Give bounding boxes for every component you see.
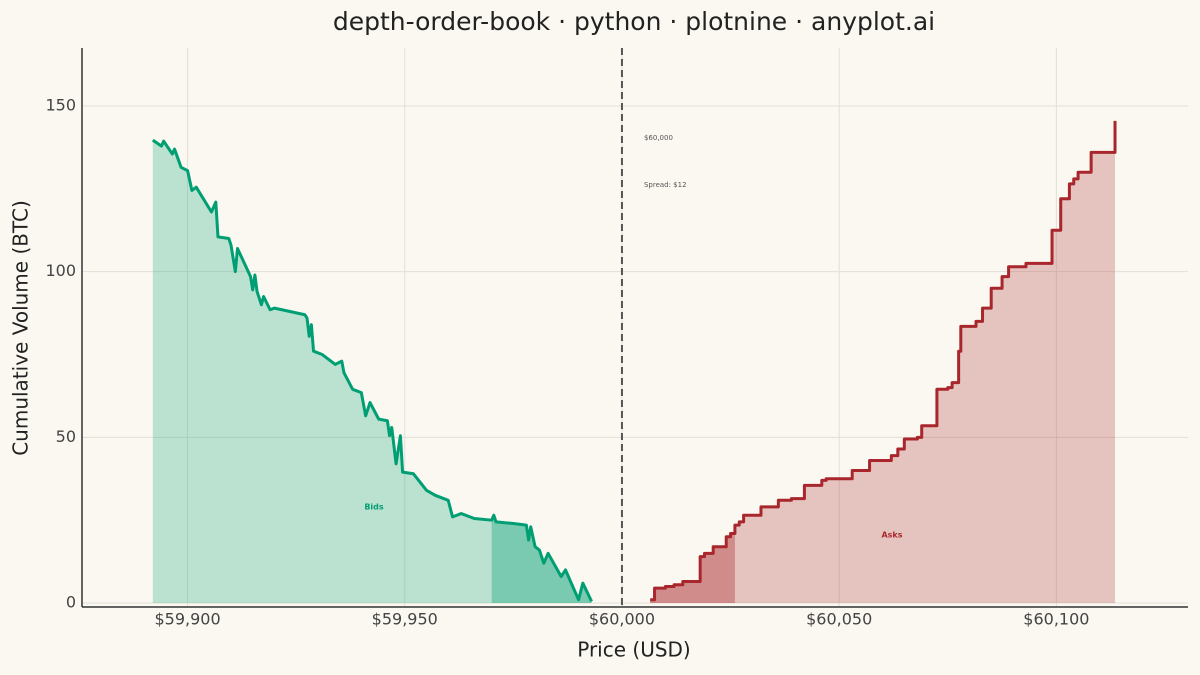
- depth-line: [151, 138, 593, 603]
- x-axis-label: Price (USD): [577, 638, 691, 662]
- y-tick-label: 0: [66, 593, 76, 612]
- x-tick-label: $60,050: [806, 610, 872, 629]
- x-tick-label: $60,000: [589, 610, 655, 629]
- x-tick-label: $59,950: [372, 610, 438, 629]
- depth-line: [650, 120, 1117, 602]
- area-fill: [650, 120, 1116, 604]
- series-label: Asks: [881, 531, 902, 540]
- y-tick-label: 150: [45, 95, 76, 114]
- y-tick-label: 50: [56, 427, 76, 446]
- x-tick-label: $60,100: [1023, 610, 1089, 629]
- y-tick-label: 100: [45, 261, 76, 280]
- annotation: Spread: $12: [644, 181, 687, 189]
- annotation: $60,000: [644, 134, 673, 142]
- series-label: Bids: [364, 503, 384, 512]
- x-tick-label: $59,900: [154, 610, 220, 629]
- y-axis-label: Cumulative Volume (BTC): [9, 200, 33, 456]
- area-fill: [152, 140, 592, 604]
- chart-title: depth-order-book · python · plotnine · a…: [333, 7, 935, 36]
